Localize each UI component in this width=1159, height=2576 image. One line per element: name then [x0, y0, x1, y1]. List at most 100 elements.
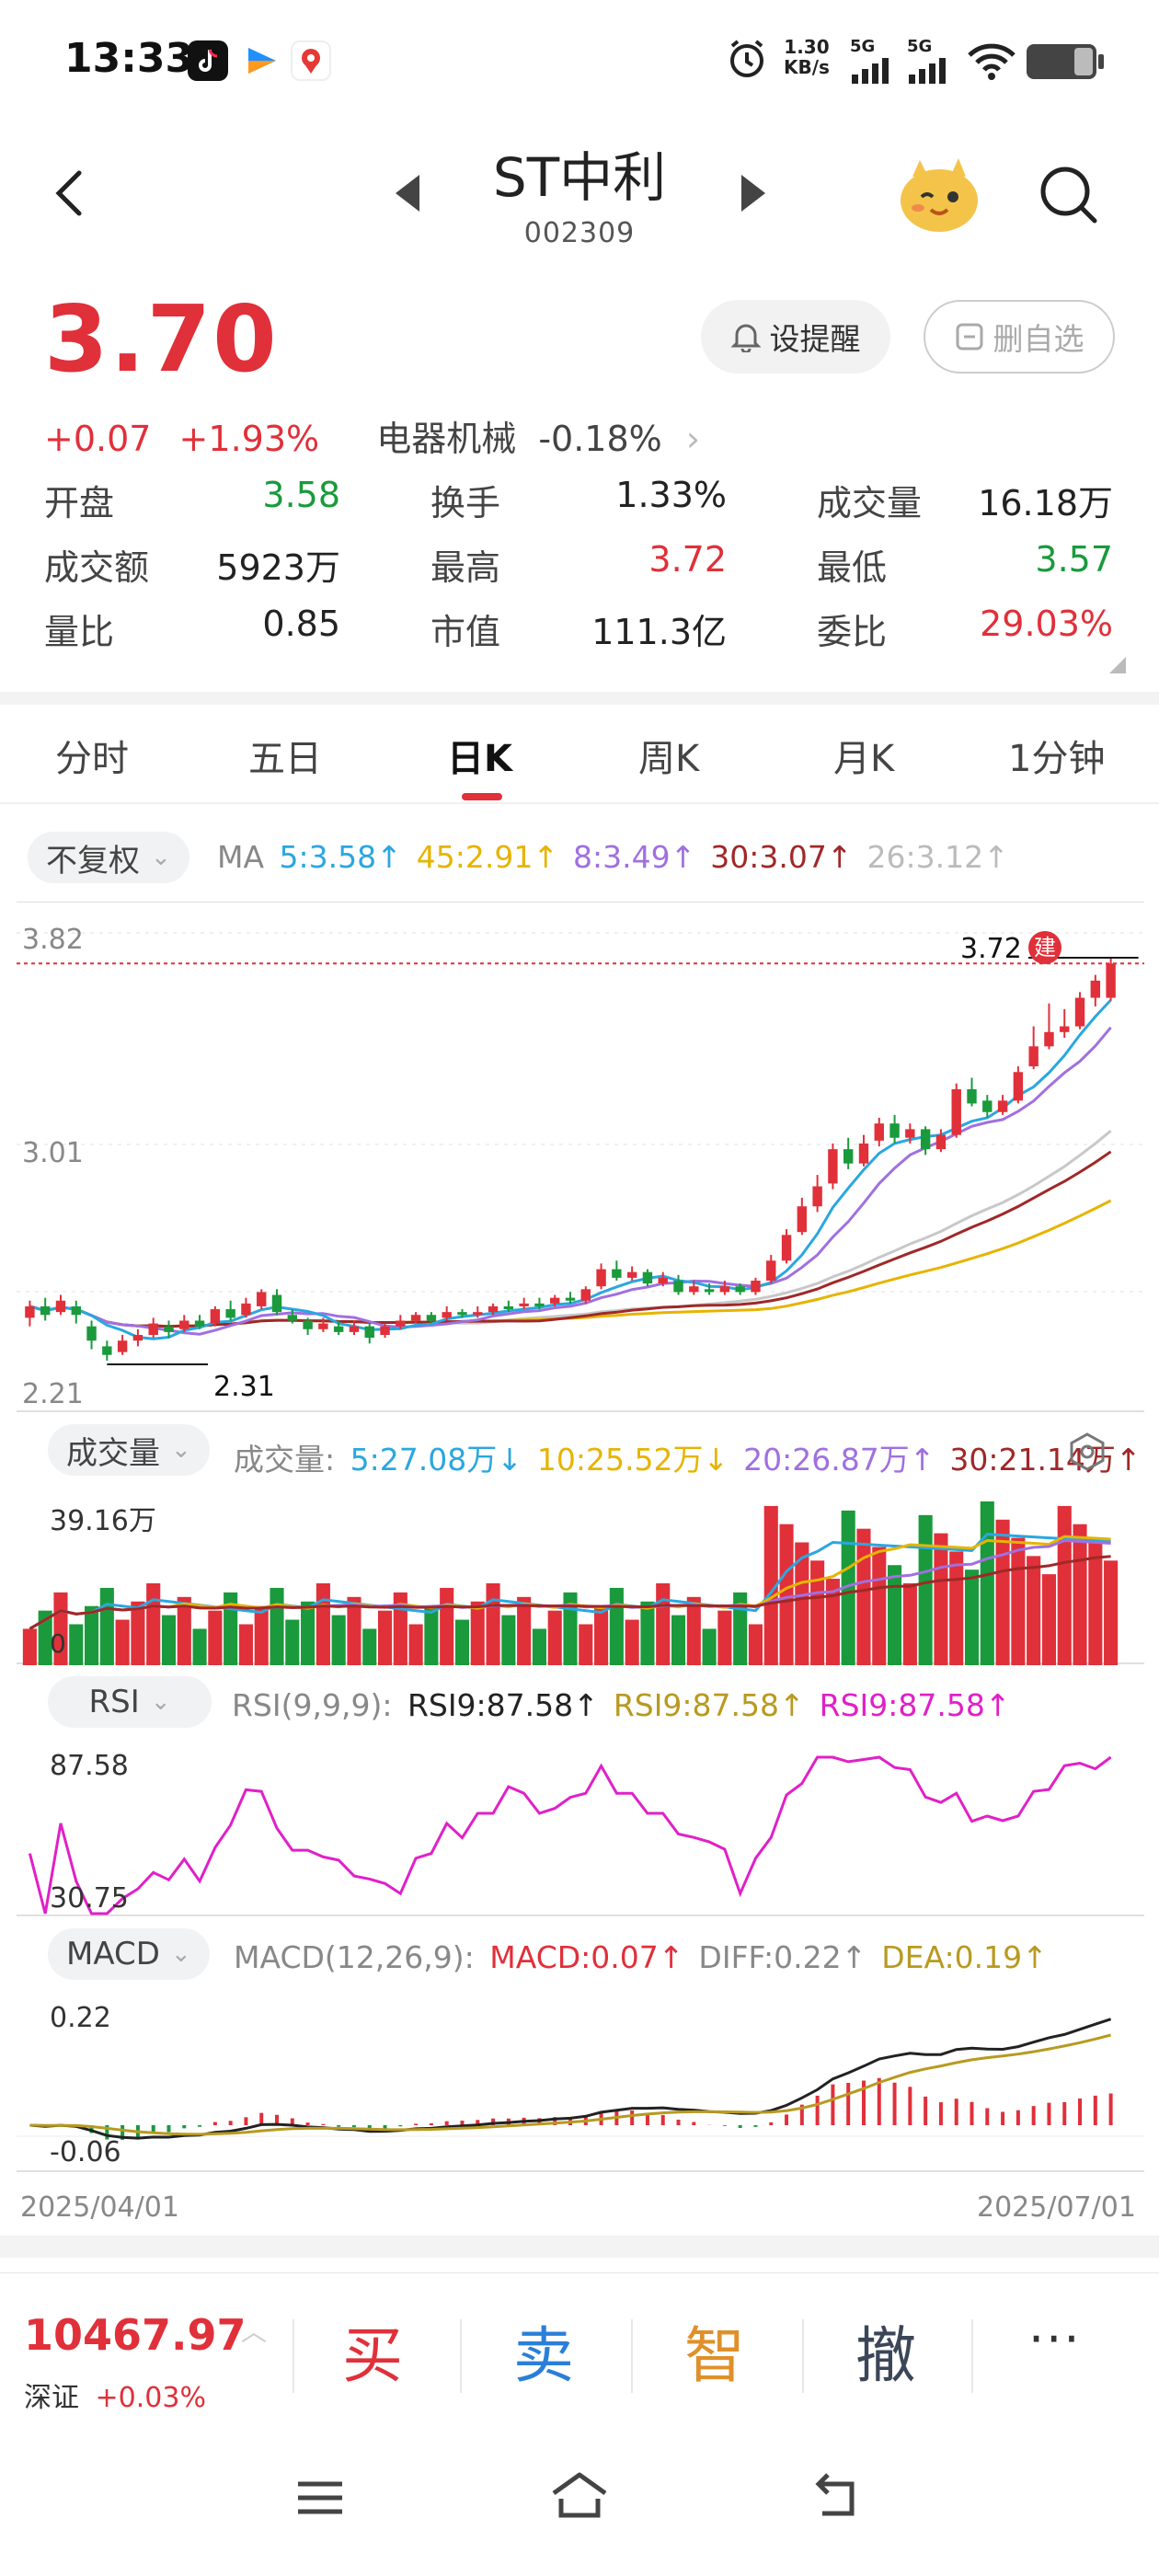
expand-corner-icon[interactable] [1109, 657, 1126, 673]
rsi-values: RSI(9,9,9): RSI9:87.58↑ RSI9:87.58↑ RSI9:8… [232, 1687, 1011, 1723]
volume-bar [38, 1610, 52, 1665]
menu-icon[interactable] [293, 2475, 348, 2524]
minus-box-icon [956, 323, 982, 351]
prev-stock-arrow-icon[interactable] [396, 175, 419, 212]
tab-2[interactable]: 日K [447, 738, 512, 780]
action-button-3[interactable]: 撤 [855, 2320, 916, 2391]
volume-bar [347, 1596, 361, 1665]
volume-bar [161, 1615, 177, 1665]
change-row: +0.07 +1.93% 电器机械 -0.18% › [44, 410, 700, 461]
volume-bar [779, 1524, 794, 1665]
indicator-value: DIFF:0.22↑ [698, 1939, 867, 1975]
candle-body [473, 1312, 483, 1316]
action-button-0[interactable]: 买 [342, 2320, 403, 2391]
volume-bar [501, 1615, 516, 1665]
candle-body [1090, 980, 1101, 998]
build-position-badge[interactable]: 建 [1028, 931, 1061, 964]
back-nav-icon[interactable] [809, 2471, 865, 2526]
candle-body [271, 1294, 282, 1313]
candle-body [1044, 1031, 1054, 1047]
indicator-value: 26:3.12↑ [866, 839, 1009, 875]
section-divider [0, 692, 1159, 705]
candle-body [257, 1292, 267, 1306]
settings-hex-icon[interactable] [1067, 1432, 1107, 1476]
action-separator [460, 2319, 462, 2393]
candle-body [210, 1309, 221, 1324]
back-arrow-icon[interactable] [44, 166, 99, 221]
rsi-selector[interactable]: RSI ⌄ [48, 1676, 212, 1728]
signal-icon-1: 5G [850, 37, 896, 87]
candle-body [303, 1320, 313, 1329]
indicator-value: MACD:0.07↑ [489, 1939, 684, 1975]
battery-icon [1027, 44, 1104, 79]
candle-body [1060, 1026, 1070, 1032]
volume-selector[interactable]: 成交量 ⌄ [48, 1424, 210, 1476]
low-price-label: 2.31 [213, 1371, 275, 1403]
rsi-bot-label: 30.75 [50, 1882, 129, 1915]
candle-body [225, 1309, 235, 1318]
candle-body [612, 1269, 622, 1278]
tab-3[interactable]: 周K [638, 738, 700, 780]
sector-change-pct[interactable]: -0.18% [538, 419, 662, 459]
indicator-value: RSI9:87.58↑ [613, 1687, 805, 1723]
period-tabs: 分时 五日 日K 周K 月K 1分钟 [0, 708, 1159, 800]
chevron-down-icon: ⌄ [170, 1940, 191, 1968]
sector-name[interactable]: 电器机械 [376, 419, 517, 459]
ma8-line [29, 1026, 1112, 1336]
indicator-value: 45:2.91↑ [416, 839, 559, 875]
section-divider-2 [0, 2236, 1159, 2258]
chevron-up-icon[interactable]: ︿ [241, 2317, 268, 2347]
volume-bar [362, 1628, 377, 1665]
tab-5[interactable]: 1分钟 [1008, 738, 1106, 780]
macd-bot-label: -0.06 [50, 2136, 121, 2168]
candle-body [874, 1123, 884, 1141]
search-icon[interactable] [1038, 164, 1102, 232]
index-info: 深证 +0.03% [24, 2375, 206, 2415]
stat-value: 5923万 [216, 547, 340, 588]
stat-label: 委比 [817, 612, 888, 652]
current-price: 3.70 [44, 285, 279, 393]
stat-value: 3.58 [262, 475, 340, 515]
ma5-line [29, 998, 1112, 1340]
volume-bar [671, 1615, 686, 1665]
volume-max-label: 39.16万 [50, 1505, 156, 1537]
tab-4[interactable]: 月K [833, 738, 895, 780]
candle-body [442, 1312, 452, 1318]
home-icon[interactable] [548, 2469, 611, 2524]
set-alert-button[interactable]: 设提醒 [701, 300, 890, 374]
tab-0[interactable]: 分时 [55, 738, 129, 780]
stock-name: ST中利 [492, 146, 667, 209]
candle-body [457, 1312, 467, 1316]
action-button-1[interactable]: 卖 [513, 2320, 574, 2391]
volume-bar [440, 1587, 454, 1665]
tab-1[interactable]: 五日 [248, 738, 322, 780]
kline-y-mid: 3.01 [22, 1137, 84, 1169]
stock-chart[interactable] [0, 902, 1159, 2190]
stat-value: 29.03% [980, 604, 1113, 644]
next-stock-arrow-icon[interactable] [741, 175, 765, 212]
chevron-right-icon[interactable]: › [685, 419, 701, 459]
index-pct: +0.03% [95, 2382, 206, 2414]
action-button-4[interactable]: ··· [1028, 2310, 1082, 2368]
tiktok-icon [188, 40, 228, 81]
volume-bar [1088, 1542, 1103, 1665]
adjust-selector[interactable]: 不复权 ⌄ [28, 832, 189, 883]
candle-body [550, 1297, 560, 1304]
volume-bar [656, 1583, 671, 1665]
map-app-icon [291, 40, 331, 81]
macd-selector[interactable]: MACD ⌄ [48, 1928, 210, 1980]
candle-body [797, 1206, 808, 1233]
volume-bar [579, 1624, 593, 1665]
action-button-2[interactable]: 智 [684, 2320, 745, 2391]
index-value[interactable]: 10467.97 [24, 2310, 247, 2360]
volume-bar [949, 1551, 964, 1665]
macd-values: MACD(12,26,9): MACD:0.07↑ DIFF:0.22↑ DEA:0… [234, 1939, 1048, 1975]
remove-watchlist-button[interactable]: 删自选 [924, 300, 1115, 374]
candle-body [519, 1303, 529, 1306]
mascot-icon[interactable] [896, 155, 982, 239]
video-app-icon [241, 40, 281, 81]
volume-bar [486, 1583, 500, 1665]
stat-label: 量比 [44, 612, 115, 652]
candle-body [488, 1305, 499, 1313]
candle-body [194, 1320, 205, 1327]
